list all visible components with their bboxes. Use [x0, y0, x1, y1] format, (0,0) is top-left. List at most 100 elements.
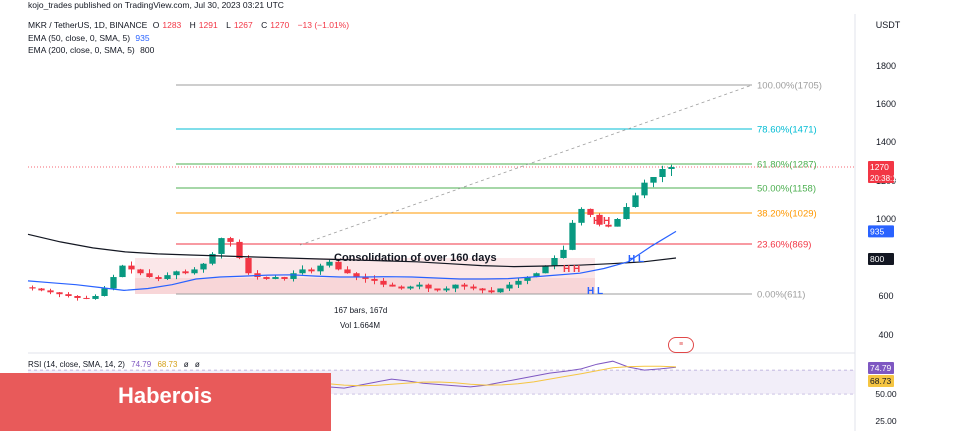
candle-body — [560, 249, 567, 258]
high-value: 1291 — [198, 20, 218, 30]
trendline[interactable] — [299, 84, 753, 246]
published-text: kojo_trades published on TradingView.com… — [28, 0, 284, 10]
candle-body — [650, 177, 657, 183]
candle-body — [470, 286, 477, 289]
candle-body — [110, 277, 117, 289]
fib-label: 50.00%(1158) — [757, 184, 816, 195]
last-price-badge-bg — [868, 161, 894, 183]
candle-body — [353, 273, 360, 278]
candle-body — [362, 277, 369, 279]
candle-body — [164, 275, 171, 279]
last-price-badge-subtext: 20:38:12 — [870, 174, 902, 183]
ema50-legend[interactable]: EMA (50, close, 0, SMA, 5) 935 — [28, 33, 153, 44]
fib-label: 38.20%(1029) — [757, 209, 817, 220]
candle-body — [425, 284, 432, 289]
candle-body — [272, 277, 279, 279]
candle-body — [461, 284, 468, 287]
rsi-tick-label: 50.00 — [875, 389, 897, 399]
candlesticks — [29, 164, 675, 301]
candle-body — [281, 277, 288, 279]
fib-label: 23.60%(869) — [757, 240, 811, 251]
hh-left-label: H H — [563, 264, 580, 275]
close-label: C — [261, 20, 268, 30]
price-tick-label: 1600 — [876, 99, 896, 109]
price-tick-label: 1400 — [876, 137, 896, 147]
ema200-legend[interactable]: EMA (200, close, 0, SMA, 5) 800 — [28, 45, 157, 56]
low-value: 1267 — [233, 20, 253, 30]
candle-body — [488, 290, 495, 293]
candle-body — [308, 269, 315, 272]
candle-body — [263, 277, 270, 279]
open-label: O — [152, 20, 160, 30]
fib-label: 61.80%(1287) — [757, 160, 817, 171]
candle-body — [344, 269, 351, 274]
banner-text: Haberois — [118, 383, 213, 408]
price-tick-label: 1000 — [876, 214, 896, 224]
price-tick-label: 600 — [878, 291, 893, 301]
candle-body — [569, 222, 576, 250]
candle-body — [614, 219, 621, 227]
last-price-badge-text: 1270 — [870, 162, 889, 172]
price-axis[interactable]: USDT18001600140012001000600400127020:38:… — [868, 20, 902, 426]
candle-body — [290, 273, 297, 279]
ema50-value: 935 — [135, 33, 150, 43]
rsi-sma-value: 68.73 — [157, 360, 178, 369]
candle-body — [191, 269, 198, 274]
rsi-value: 74.79 — [131, 360, 152, 369]
candle-body — [200, 263, 207, 270]
ema200-value: 800 — [140, 45, 155, 55]
candle-body — [209, 253, 216, 264]
watermark-banner: Haberois — [0, 373, 331, 431]
candle-body — [668, 167, 675, 169]
flag-icon[interactable]: ≡ — [668, 337, 694, 353]
rsi-label: RSI (14, close, SMA, 14, 2) — [28, 360, 125, 369]
rsi-sma-badge-bg — [868, 375, 894, 387]
close-value: 1270 — [270, 20, 290, 30]
candle-body — [227, 238, 234, 242]
candle-body — [218, 238, 225, 254]
candle-body — [326, 261, 333, 266]
fibonacci-retracement[interactable]: 100.00%(1705) 78.60%(1471) 61.80%(1287) 50.… — [28, 81, 855, 301]
candle-body — [479, 288, 486, 291]
fib-label: 0.00%(611) — [757, 290, 805, 301]
ema50-badge-bg — [868, 225, 894, 238]
candle-body — [587, 208, 594, 215]
candle-body — [92, 296, 99, 299]
symbol-label[interactable]: MKR / TetherUS, 1D, BINANCE — [28, 20, 148, 30]
candle-body — [605, 224, 612, 227]
candle-body — [29, 287, 36, 289]
candle-body — [452, 284, 459, 289]
rsi-legend[interactable]: RSI (14, close, SMA, 14, 2) 74.79 68.73 … — [28, 360, 204, 369]
hh-right-label: H H — [593, 216, 610, 227]
volume-label: Vol 1.664M — [340, 321, 381, 330]
candle-body — [524, 277, 531, 281]
currency-label: USDT — [876, 20, 901, 30]
candle-body — [137, 269, 144, 274]
candle-body — [542, 265, 549, 274]
symbol-ohlc-line: MKR / TetherUS, 1D, BINANCE O 1283 H 1291 … — [28, 20, 352, 31]
candle-body — [173, 271, 180, 276]
candle-body — [380, 280, 387, 285]
candle-body — [596, 214, 603, 225]
candle-body — [74, 296, 81, 298]
candle-body — [434, 288, 441, 291]
candle-body — [533, 273, 540, 278]
published-line: kojo_trades published on TradingView.com… — [28, 0, 287, 11]
candle-body — [38, 288, 45, 291]
candle-body — [515, 280, 522, 285]
candle-body — [641, 182, 648, 196]
settings-icon[interactable]: ø — [194, 360, 200, 369]
bars-count: 167 bars, 167d — [334, 306, 388, 315]
fib-label: 78.60%(1471) — [757, 125, 817, 136]
ema50-label: EMA (50, close, 0, SMA, 5) — [28, 33, 131, 43]
candle-body — [416, 284, 423, 287]
candle-body — [83, 297, 90, 299]
dashed-trendline — [299, 84, 753, 246]
candle-body — [659, 169, 666, 177]
candle-body — [101, 288, 108, 296]
ema200-badge-text: 800 — [870, 254, 884, 264]
candle-body — [236, 241, 243, 258]
eye-off-icon[interactable]: ø — [183, 360, 189, 369]
candle-body — [551, 258, 558, 266]
candle-body — [389, 284, 396, 287]
